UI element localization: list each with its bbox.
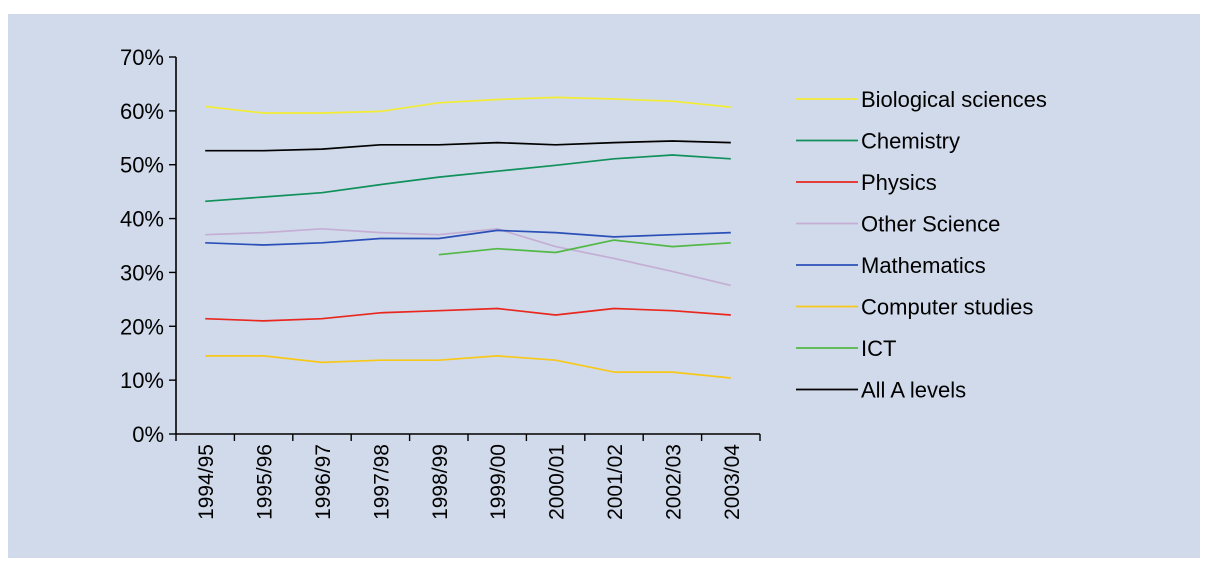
series-line-all-a-levels	[205, 140, 731, 152]
series-line-physics	[205, 307, 731, 322]
x-tick-label: 1996/97	[312, 444, 335, 520]
y-tick-label: 40%	[120, 207, 164, 232]
y-tick-label: 10%	[120, 368, 164, 393]
x-tick-label: 2000/01	[546, 444, 569, 520]
series-line-other-science	[205, 227, 731, 287]
x-tick-label: 1995/96	[254, 444, 277, 520]
chart-axes: 0% 10% 20% 30% 40% 50% 60% 70% 1994/95 1995/96 199…	[120, 45, 761, 520]
series-line-ict	[438, 239, 731, 256]
x-tick-label: 1997/98	[370, 444, 393, 520]
legend-label-physics: Physics	[861, 170, 937, 195]
chart-series	[205, 96, 731, 379]
x-tick-label: 1999/00	[487, 444, 510, 520]
y-tick-label: 60%	[120, 99, 164, 124]
legend-label-other-science: Other Science	[861, 212, 1000, 237]
chart-panel	[8, 14, 1200, 558]
series-line-biological-sciences	[205, 96, 731, 114]
y-tick-label: 0%	[132, 422, 164, 447]
series-line-mathematics	[205, 229, 731, 246]
y-tick-label: 30%	[120, 260, 164, 285]
x-tick-label: 1994/95	[195, 444, 218, 520]
y-tick-label: 50%	[120, 153, 164, 178]
x-tick-label: 2003/04	[721, 444, 744, 520]
x-tick-label: 1998/99	[429, 444, 452, 520]
chart-legend: Biological sciences Chemistry Physics Other…	[796, 87, 1047, 403]
series-line-computer-studies	[205, 355, 731, 379]
legend-label-mathematics: Mathematics	[861, 253, 986, 278]
legend-label-computer-studies: Computer studies	[861, 295, 1033, 320]
series-line-chemistry	[205, 154, 731, 203]
legend-label-chemistry: Chemistry	[861, 129, 960, 154]
y-tick-label: 20%	[120, 314, 164, 339]
legend-label-ict: ICT	[861, 336, 896, 361]
y-tick-label: 70%	[120, 45, 164, 70]
legend-label-all-a-levels: All A levels	[861, 378, 966, 403]
x-tick-label: 2001/02	[604, 444, 627, 520]
legend-label-biological-sciences: Biological sciences	[861, 87, 1047, 112]
x-tick-label: 2002/03	[662, 444, 685, 520]
